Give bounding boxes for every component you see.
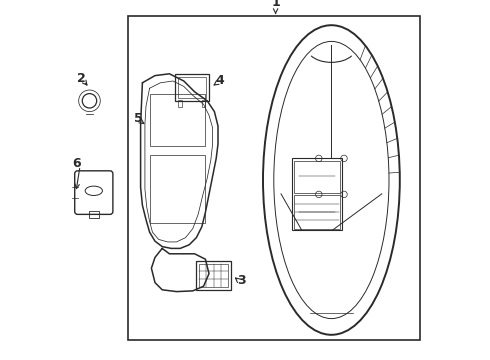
Bar <box>199 264 228 287</box>
Text: 6: 6 <box>72 157 81 170</box>
Text: 1: 1 <box>271 0 280 9</box>
Text: 4: 4 <box>216 75 224 87</box>
Bar <box>292 158 342 230</box>
Bar <box>178 77 206 98</box>
Text: 2: 2 <box>77 72 86 85</box>
Bar <box>175 74 209 101</box>
Bar <box>294 161 341 193</box>
Bar <box>196 261 231 290</box>
Bar <box>202 100 205 107</box>
Text: 5: 5 <box>134 112 143 125</box>
Bar <box>294 195 341 229</box>
Bar <box>149 94 205 146</box>
Bar <box>178 100 182 107</box>
Bar <box>149 155 205 223</box>
Text: 3: 3 <box>237 274 245 287</box>
Bar <box>128 16 419 340</box>
Bar <box>89 211 99 218</box>
